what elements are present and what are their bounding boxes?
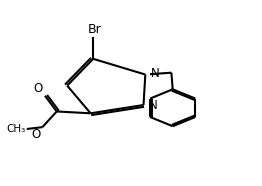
Text: N: N xyxy=(149,100,157,112)
Text: O: O xyxy=(33,82,42,95)
Text: N: N xyxy=(151,67,160,80)
Text: CH₃: CH₃ xyxy=(6,124,25,134)
Text: O: O xyxy=(32,128,41,141)
Text: Br: Br xyxy=(88,23,101,36)
